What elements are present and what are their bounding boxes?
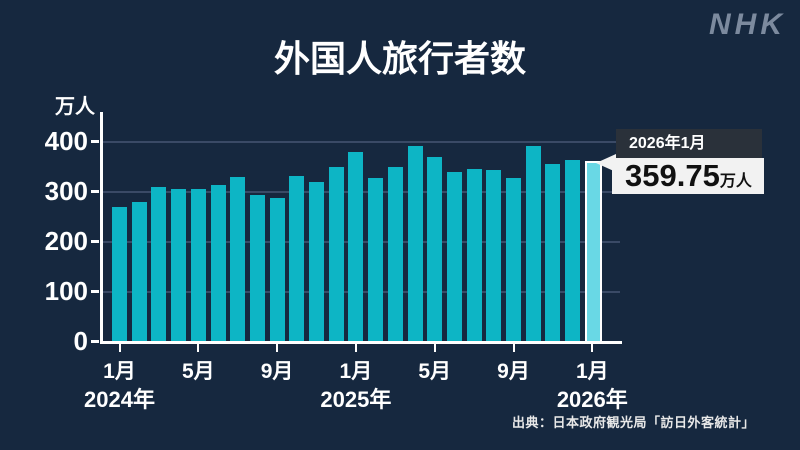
- chart-title: 外国人旅行者数: [273, 38, 526, 79]
- bar-2024年12月: [328, 166, 344, 341]
- x-axis-year-label-2024年: 2024年: [84, 387, 155, 412]
- bar-2025年12月: [565, 160, 581, 341]
- y-axis-label-0: 0: [73, 326, 88, 356]
- x-axis-month-label-0: 1月: [103, 360, 136, 383]
- bar-2024年6月: [210, 184, 226, 341]
- x-axis-tick-24: [591, 344, 594, 352]
- callout-unit: 万人: [719, 173, 752, 190]
- x-axis-month-label-12: 1月: [339, 360, 373, 383]
- bar-2025年4月: [407, 145, 423, 341]
- source-note: 出典：日本政府観光局「訪日外客統計」: [511, 415, 755, 430]
- bar-2025年2月: [368, 178, 384, 341]
- bar-2025年10月: [525, 146, 541, 341]
- y-axis-label-200: 200: [44, 226, 88, 256]
- bar-2024年9月: [269, 197, 285, 341]
- bar-2024年3月: [151, 187, 167, 341]
- y-axis-unit-label: 万人: [55, 96, 95, 118]
- x-axis-tick-0: [118, 344, 121, 352]
- x-axis-month-label-24: 1月: [575, 360, 609, 383]
- bar-2024年11月: [309, 181, 324, 341]
- bar-2025年6月: [446, 172, 462, 341]
- bar-2024年7月: [230, 176, 246, 341]
- y-axis-tick-200: [91, 239, 99, 243]
- callout-value: 359.75: [625, 158, 720, 193]
- bar-2025年9月: [506, 177, 521, 341]
- bar-2025年3月: [387, 166, 403, 341]
- bar-2025年5月: [427, 156, 443, 341]
- x-axis-tick-12: [354, 344, 357, 352]
- y-axis-tick-300: [91, 189, 99, 193]
- x-axis-month-label-16: 5月: [418, 360, 452, 383]
- bar-2024年10月: [289, 175, 305, 341]
- gridline-400: [102, 140, 620, 143]
- bar-2024年4月: [171, 189, 187, 341]
- x-axis-tick-20: [512, 344, 515, 352]
- x-axis-tick-4: [197, 344, 200, 352]
- bar-2024年5月: [190, 189, 206, 341]
- x-axis-tick-16: [433, 344, 436, 352]
- x-axis-year-label-2025年: 2025年: [320, 387, 392, 412]
- y-axis-tick-100: [91, 289, 99, 293]
- y-axis-tick-0: [91, 339, 99, 343]
- y-axis-label-400: 400: [44, 126, 88, 156]
- bar-2025年7月: [466, 169, 482, 341]
- x-axis-year-label-2026年: 2026年: [556, 387, 628, 412]
- bar-2024年1月: [112, 206, 127, 341]
- bar-2025年11月: [545, 164, 561, 341]
- y-axis-label-300: 300: [44, 176, 88, 206]
- x-axis-tick-8: [276, 344, 279, 352]
- callout-value-box: 359.75 万人: [612, 158, 764, 194]
- bar-2025年1月: [348, 152, 364, 341]
- x-axis-month-label-20: 9月: [497, 360, 530, 383]
- callout-date-label: 2026年1月: [616, 129, 762, 158]
- callout-arrow-icon: [596, 154, 616, 172]
- y-axis-tick-400: [91, 139, 99, 143]
- x-axis-month-label-8: 9月: [260, 360, 294, 383]
- bar-2025年8月: [486, 169, 502, 341]
- bar-2026年1月: [584, 161, 602, 341]
- y-axis-label-100: 100: [44, 276, 88, 306]
- x-axis-month-label-4: 5月: [181, 360, 215, 383]
- bar-2024年2月: [131, 201, 147, 341]
- bar-2024年8月: [249, 194, 265, 341]
- nhk-logo: NHK: [709, 8, 786, 41]
- x-axis-line: [100, 341, 622, 344]
- y-axis-line: [100, 112, 103, 344]
